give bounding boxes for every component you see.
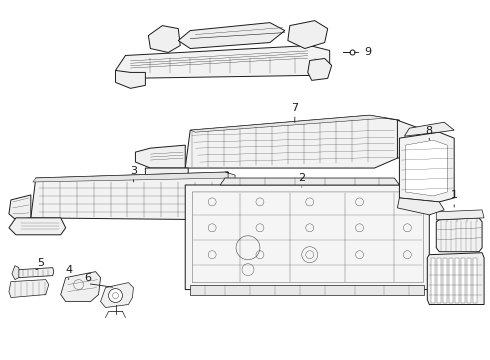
Polygon shape — [431, 258, 435, 302]
Polygon shape — [397, 198, 444, 215]
Polygon shape — [455, 258, 459, 302]
Text: 9: 9 — [364, 48, 371, 58]
Polygon shape — [9, 218, 66, 235]
Polygon shape — [473, 258, 477, 302]
Polygon shape — [135, 145, 185, 168]
Polygon shape — [185, 115, 399, 168]
Polygon shape — [397, 120, 419, 158]
Polygon shape — [190, 285, 424, 294]
Text: 8: 8 — [426, 126, 433, 136]
Polygon shape — [116, 71, 146, 88]
Polygon shape — [436, 210, 484, 220]
Polygon shape — [288, 21, 328, 49]
Text: 5: 5 — [37, 258, 44, 268]
Polygon shape — [437, 258, 441, 302]
Polygon shape — [116, 45, 330, 78]
Polygon shape — [148, 26, 180, 53]
Polygon shape — [9, 280, 49, 298]
Polygon shape — [9, 195, 31, 220]
Polygon shape — [427, 253, 484, 305]
Polygon shape — [436, 218, 482, 252]
Polygon shape — [185, 185, 429, 289]
Polygon shape — [404, 122, 454, 136]
Polygon shape — [443, 258, 447, 302]
Polygon shape — [33, 172, 230, 182]
Text: 4: 4 — [65, 265, 72, 275]
Text: 3: 3 — [130, 166, 137, 176]
Polygon shape — [308, 58, 332, 80]
Polygon shape — [31, 172, 230, 220]
Text: 1: 1 — [451, 190, 458, 200]
Polygon shape — [461, 258, 465, 302]
Polygon shape — [449, 258, 453, 302]
Polygon shape — [220, 178, 399, 185]
Polygon shape — [100, 283, 133, 307]
Polygon shape — [467, 258, 471, 302]
Polygon shape — [190, 115, 399, 132]
Text: 6: 6 — [84, 273, 91, 283]
Circle shape — [108, 289, 122, 302]
Polygon shape — [399, 132, 454, 202]
Polygon shape — [146, 168, 188, 185]
Polygon shape — [61, 272, 100, 302]
Polygon shape — [405, 140, 447, 196]
Text: 7: 7 — [291, 103, 298, 113]
Text: 2: 2 — [298, 173, 305, 183]
Polygon shape — [178, 23, 285, 49]
Polygon shape — [12, 266, 19, 280]
Polygon shape — [225, 172, 235, 195]
Polygon shape — [18, 268, 54, 278]
